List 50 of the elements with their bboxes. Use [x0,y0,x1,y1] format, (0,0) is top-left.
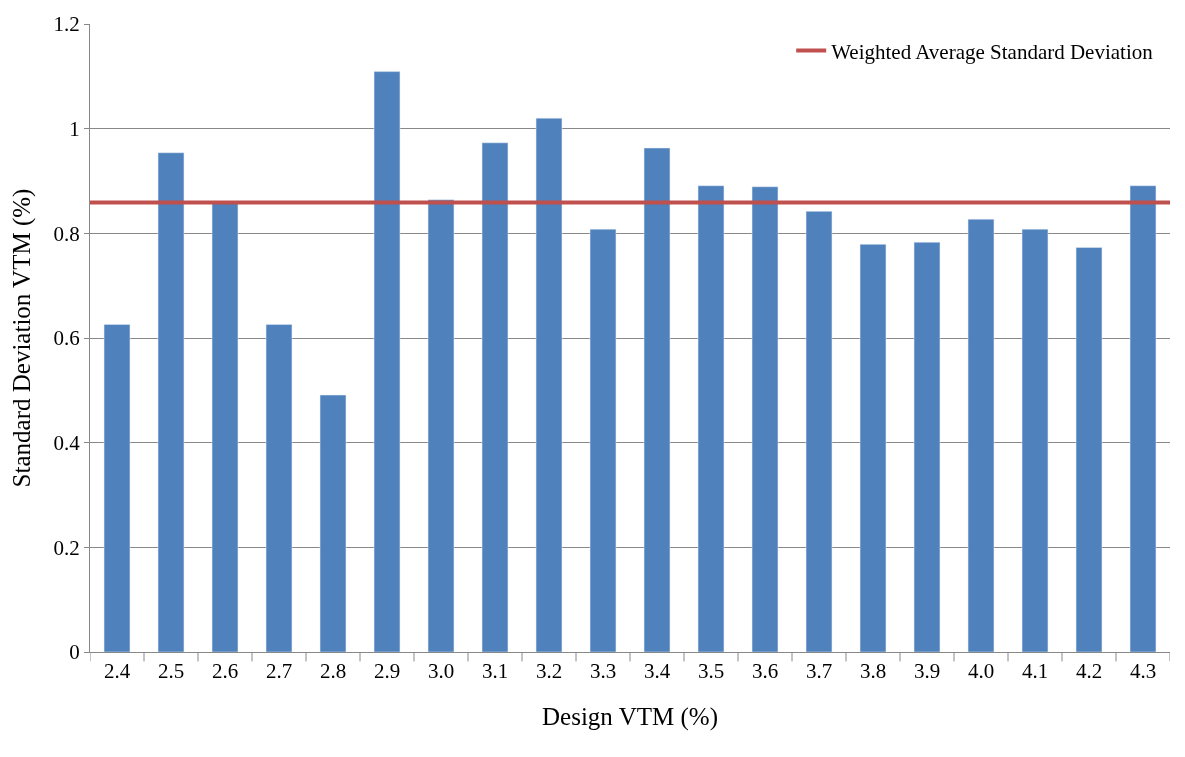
x-tick-label: 3.7 [805,659,833,684]
y-tick-label: 0.8 [53,221,80,246]
x-tick-label: 3.8 [859,659,887,684]
x-axis-title: Design VTM (%) [542,703,718,732]
bar [751,186,779,652]
x-tick-label: 2.5 [157,659,185,684]
x-tick-label: 3.4 [643,659,671,684]
x-tick-label: 3.2 [535,659,563,684]
bar [859,244,887,652]
y-tick-label: 0.6 [53,326,80,351]
x-tick-label: 4.0 [967,659,995,684]
y-tick-label: 0 [69,640,80,665]
bar [373,71,401,652]
bar [319,394,347,652]
bar [265,324,293,652]
bar [967,218,995,652]
bar [805,211,833,652]
x-tick-label: 3.9 [913,659,941,684]
bar [103,324,131,652]
x-tick-label: 3.3 [589,659,617,684]
x-tick-label: 2.8 [319,659,347,684]
y-tick-label: 1.2 [53,12,80,37]
bar [211,203,239,652]
x-tick-label: 3.5 [697,659,725,684]
bar [427,199,455,652]
x-tick-label: 4.1 [1021,659,1049,684]
bar [1129,185,1157,652]
bar [913,241,941,652]
x-tick-label: 2.6 [211,659,239,684]
legend-label: Weighted Average Standard Deviation [831,39,1154,64]
bar [697,185,725,652]
bar [535,117,563,652]
bar [1075,247,1103,652]
y-tick-label: 0.4 [53,431,81,456]
x-tick-label: 2.4 [103,659,131,684]
y-tick-label: 1 [69,117,80,142]
x-tick-label: 2.7 [265,659,293,684]
x-tick-label: 3.6 [751,659,779,684]
x-tick-label: 3.0 [427,659,455,684]
y-tick-label: 0.2 [53,535,80,560]
bar [643,147,671,652]
bar [157,152,185,652]
bar [589,228,617,652]
x-tick-label: 2.9 [373,659,401,684]
x-tick-label: 3.1 [481,659,509,684]
x-tick-label: 4.2 [1075,659,1103,684]
bar [1021,228,1049,652]
bar [481,142,509,652]
y-axis-title: Standard Deviation VTM (%) [8,188,37,488]
x-tick-label: 4.3 [1129,659,1157,684]
